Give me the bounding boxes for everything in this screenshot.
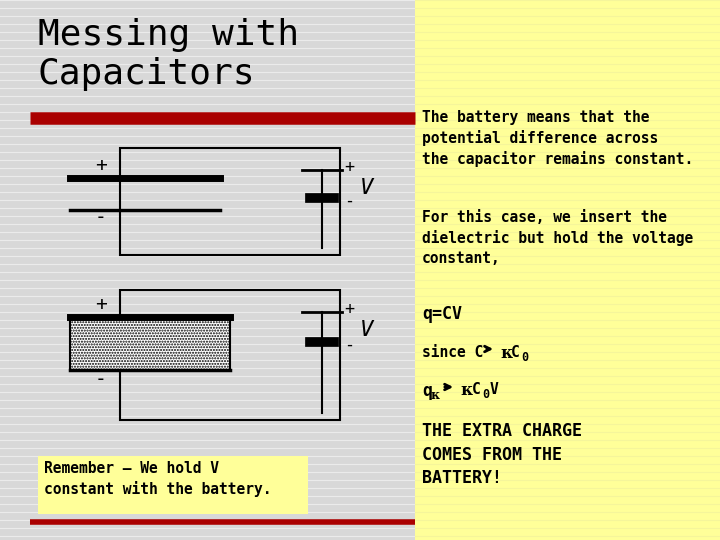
- Text: 0: 0: [521, 351, 528, 364]
- Bar: [120, 290, 340, 420]
- Text: κ: κ: [431, 389, 441, 402]
- Text: 0: 0: [482, 388, 489, 401]
- Text: THE EXTRA CHARGE
COMES FROM THE
BATTERY!: THE EXTRA CHARGE COMES FROM THE BATTERY!: [422, 422, 582, 487]
- Text: -: -: [95, 208, 107, 227]
- Text: Remember – We hold V
constant with the battery.: Remember – We hold V constant with the b…: [44, 461, 271, 497]
- Text: +: +: [344, 300, 354, 318]
- Text: Messing with
Capacitors: Messing with Capacitors: [38, 18, 299, 91]
- Bar: [415, 0, 720, 540]
- Text: +: +: [95, 295, 107, 314]
- Bar: [120, 148, 340, 255]
- Text: -: -: [95, 370, 107, 389]
- Bar: [70, 317, 230, 370]
- Text: V: V: [360, 178, 374, 198]
- Text: q: q: [422, 382, 432, 400]
- Text: -: -: [344, 336, 354, 354]
- Text: C: C: [472, 382, 481, 397]
- Text: The battery means that the
potential difference across
the capacitor remains con: The battery means that the potential dif…: [422, 110, 693, 167]
- Text: q=CV: q=CV: [422, 305, 462, 323]
- Text: C: C: [511, 345, 520, 360]
- Text: +: +: [344, 158, 354, 176]
- Text: V: V: [360, 320, 374, 340]
- Text: κ: κ: [460, 382, 472, 399]
- Text: For this case, we insert the
dielectric but hold the voltage
constant,: For this case, we insert the dielectric …: [422, 210, 693, 266]
- Text: since C: since C: [422, 345, 492, 360]
- Text: +: +: [95, 156, 107, 175]
- Bar: [38, 456, 308, 514]
- Text: V: V: [490, 382, 499, 397]
- Text: -: -: [344, 192, 354, 210]
- Text: κ: κ: [500, 345, 513, 362]
